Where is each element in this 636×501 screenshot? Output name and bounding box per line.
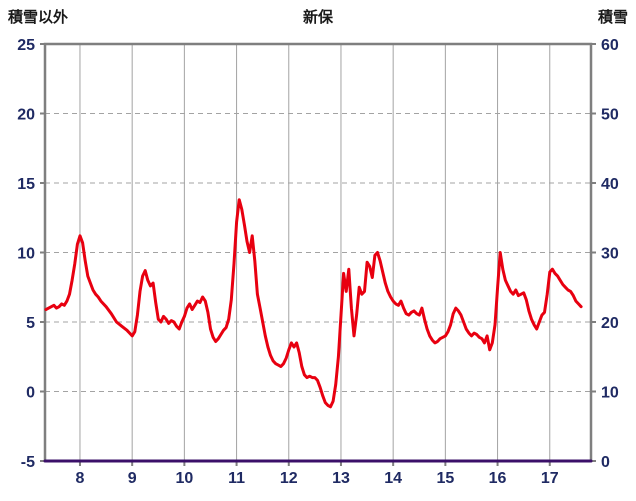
left-tick-label: 15 [17, 176, 35, 193]
right-tick-label: 30 [601, 246, 619, 263]
left-tick-label: 20 [17, 107, 35, 124]
x-tick-label: 11 [228, 470, 245, 487]
left-tick-label: 0 [26, 385, 35, 402]
x-tick-label: 12 [280, 470, 298, 487]
right-tick-label: 20 [601, 315, 619, 332]
tick-marks [40, 43, 596, 466]
chart-title: 新保 [302, 9, 333, 26]
x-tick-label: 8 [76, 470, 85, 487]
left-tick-label: 5 [26, 315, 35, 332]
right-tick-label: 40 [601, 176, 619, 193]
left-tick-label: 10 [17, 246, 35, 263]
left-axis-title: 積雪以外 [8, 9, 69, 26]
right-tick-label: 10 [601, 385, 619, 402]
horizontal-gridlines [45, 113, 591, 392]
chart-header: 積雪以外 新保 積雪 [0, 0, 636, 30]
x-tick-label: 10 [175, 470, 193, 487]
left-tick-label: 25 [17, 37, 35, 54]
x-tick-label: 15 [436, 470, 454, 487]
x-tick-label: 9 [128, 470, 137, 487]
x-tick-label: 14 [384, 470, 402, 487]
series-line-1 [44, 198, 583, 409]
right-tick-label: 60 [601, 37, 619, 54]
x-tick-label: 16 [489, 470, 507, 487]
right-axis-title: 積雪 [597, 9, 628, 26]
right-tick-label: 50 [601, 107, 619, 124]
right-tick-label: 0 [601, 454, 610, 471]
left-tick-label: -5 [21, 454, 35, 471]
x-tick-label: 13 [332, 470, 350, 487]
x-tick-label: 17 [541, 470, 559, 487]
